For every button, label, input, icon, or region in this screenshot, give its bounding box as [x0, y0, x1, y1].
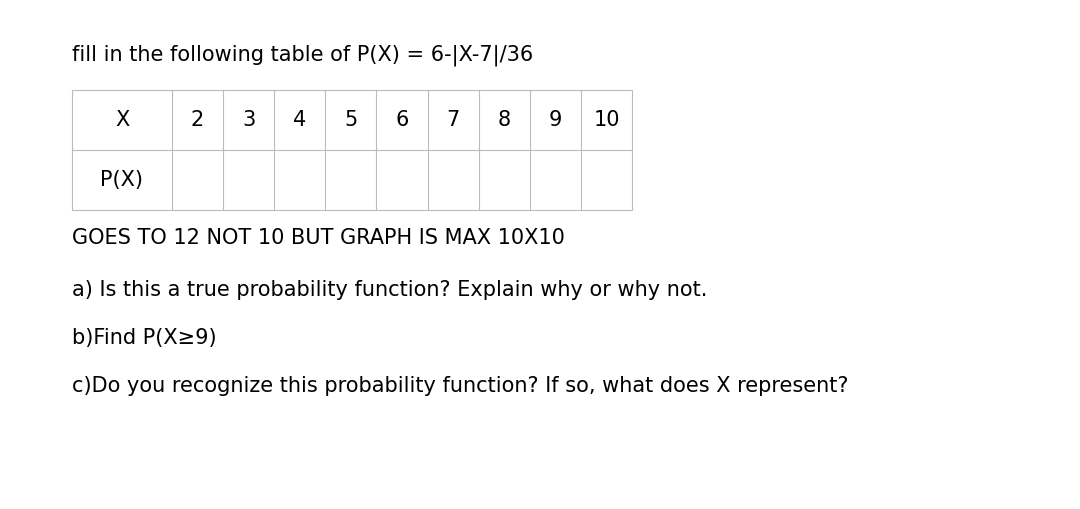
Text: c)Do you recognize this probability function? If so, what does X represent?: c)Do you recognize this probability func…: [72, 376, 849, 396]
Text: 4: 4: [293, 110, 307, 130]
Text: fill in the following table of P(X) = 6-|X-7|/36: fill in the following table of P(X) = 6-…: [72, 45, 534, 67]
Text: 9: 9: [549, 110, 562, 130]
Text: 5: 5: [345, 110, 357, 130]
Text: GOES TO 12 NOT 10 BUT GRAPH IS MAX 10X10: GOES TO 12 NOT 10 BUT GRAPH IS MAX 10X10: [72, 228, 565, 248]
Text: X: X: [114, 110, 130, 130]
Text: 10: 10: [593, 110, 620, 130]
Text: 6: 6: [395, 110, 408, 130]
Text: 2: 2: [191, 110, 204, 130]
Text: P(X): P(X): [100, 170, 144, 190]
Text: a) Is this a true probability function? Explain why or why not.: a) Is this a true probability function? …: [72, 280, 707, 300]
Text: 8: 8: [498, 110, 511, 130]
Text: 3: 3: [242, 110, 255, 130]
Text: b)Find P(X≥9): b)Find P(X≥9): [72, 328, 217, 348]
Text: 7: 7: [446, 110, 460, 130]
Bar: [72, 90, 632, 210]
